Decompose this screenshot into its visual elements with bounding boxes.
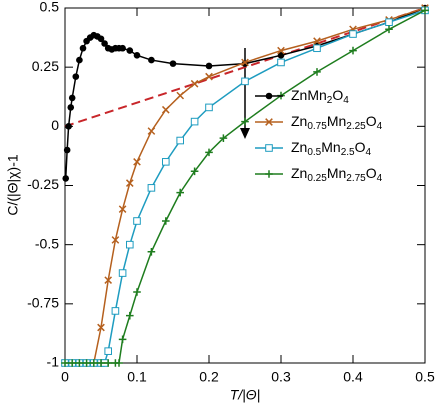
data-point: [277, 46, 285, 55]
data-point: [162, 158, 170, 166]
data-point: [147, 247, 156, 256]
arrow-head: [240, 128, 250, 139]
x-tick-label: 0: [61, 369, 69, 385]
data-point: [349, 30, 357, 38]
data-point: [313, 68, 321, 76]
data-point: [421, 6, 429, 15]
data-point: [313, 44, 321, 53]
legend-marker: [265, 92, 273, 100]
data-point: [133, 52, 141, 59]
data-point: [68, 94, 76, 102]
data-point: [241, 58, 249, 67]
x-tick-label: 0.1: [127, 369, 147, 385]
x-axis-label: T/|Θ|: [230, 387, 261, 403]
data-point: [97, 323, 105, 332]
y-tick-label: -1: [47, 354, 60, 370]
legend-label: Zn0.25Mn2.75O4: [291, 165, 383, 184]
x-tick-label: 0.2: [199, 369, 219, 385]
y-tick-label: -0.75: [27, 295, 59, 311]
data-point: [67, 104, 75, 111]
data-point: [133, 158, 141, 166]
legend-marker: [265, 144, 273, 152]
data-point: [133, 217, 141, 225]
data-point: [241, 117, 249, 126]
data-point: [176, 91, 185, 100]
data-point: [148, 56, 155, 64]
data-point: [72, 73, 80, 80]
data-point: [104, 359, 112, 367]
data-point: [119, 44, 126, 52]
data-point: [190, 117, 199, 126]
data-point: [126, 311, 134, 320]
data-point: [68, 359, 76, 367]
data-point: [176, 188, 184, 197]
data-point: [82, 359, 91, 367]
legend-marker: [265, 170, 273, 178]
data-point: [65, 123, 72, 130]
data-point: [115, 359, 123, 367]
data-point: [147, 184, 156, 192]
data-point: [385, 18, 393, 26]
legend-marker: [265, 118, 273, 126]
x-tick-label: 0.3: [271, 369, 291, 385]
data-point: [161, 105, 170, 114]
data-point: [190, 167, 199, 176]
data-point: [205, 103, 213, 112]
legend-label: Zn0.75Mn2.25O4: [291, 113, 383, 132]
data-point: [190, 79, 199, 88]
y-tick-label: -0.5: [35, 235, 59, 251]
data-point: [97, 359, 105, 367]
data-point: [277, 52, 285, 59]
data-point: [162, 217, 170, 225]
x-tick-label: 0.4: [343, 369, 363, 385]
data-point: [277, 58, 285, 67]
data-point: [111, 307, 120, 315]
data-point: [241, 77, 249, 86]
y-tick-label: -0.25: [27, 176, 59, 192]
data-point: [75, 359, 84, 367]
data-point: [101, 40, 108, 47]
reference-line: [64, 7, 426, 128]
x-tick-label: 0.5: [415, 369, 435, 385]
data-point: [104, 347, 113, 355]
data-point: [205, 62, 213, 70]
data-point: [118, 269, 127, 277]
data-point: [133, 288, 141, 296]
data-point: [219, 134, 228, 142]
data-point: [63, 146, 71, 154]
y-axis-label: C/(|Θ|χ)-1: [5, 154, 21, 215]
data-point: [147, 127, 156, 135]
data-point: [313, 37, 321, 45]
data-point: [118, 205, 127, 213]
data-point: [205, 72, 213, 81]
data-point: [205, 148, 213, 157]
legend-label: Zn0.5Mn2.5O4: [291, 139, 372, 158]
data-point: [169, 60, 177, 67]
data-point: [118, 335, 127, 344]
y-tick-label: 0: [51, 117, 59, 133]
data-point: [385, 25, 393, 34]
data-point: [349, 46, 357, 55]
data-point: [126, 240, 134, 249]
data-point: [76, 56, 83, 64]
y-tick-label: 0.5: [40, 0, 60, 15]
data-point: [176, 136, 184, 145]
data-point: [61, 359, 69, 367]
data-point: [111, 236, 120, 244]
data-point: [125, 179, 134, 187]
y-tick-label: 0.25: [32, 58, 59, 74]
legend-label: ZnMn2O4: [291, 87, 349, 106]
data-point: [104, 276, 113, 284]
data-point: [126, 47, 134, 54]
data-point: [79, 44, 87, 52]
data-point: [62, 175, 70, 182]
data-point: [97, 35, 105, 43]
data-point: [90, 359, 98, 367]
